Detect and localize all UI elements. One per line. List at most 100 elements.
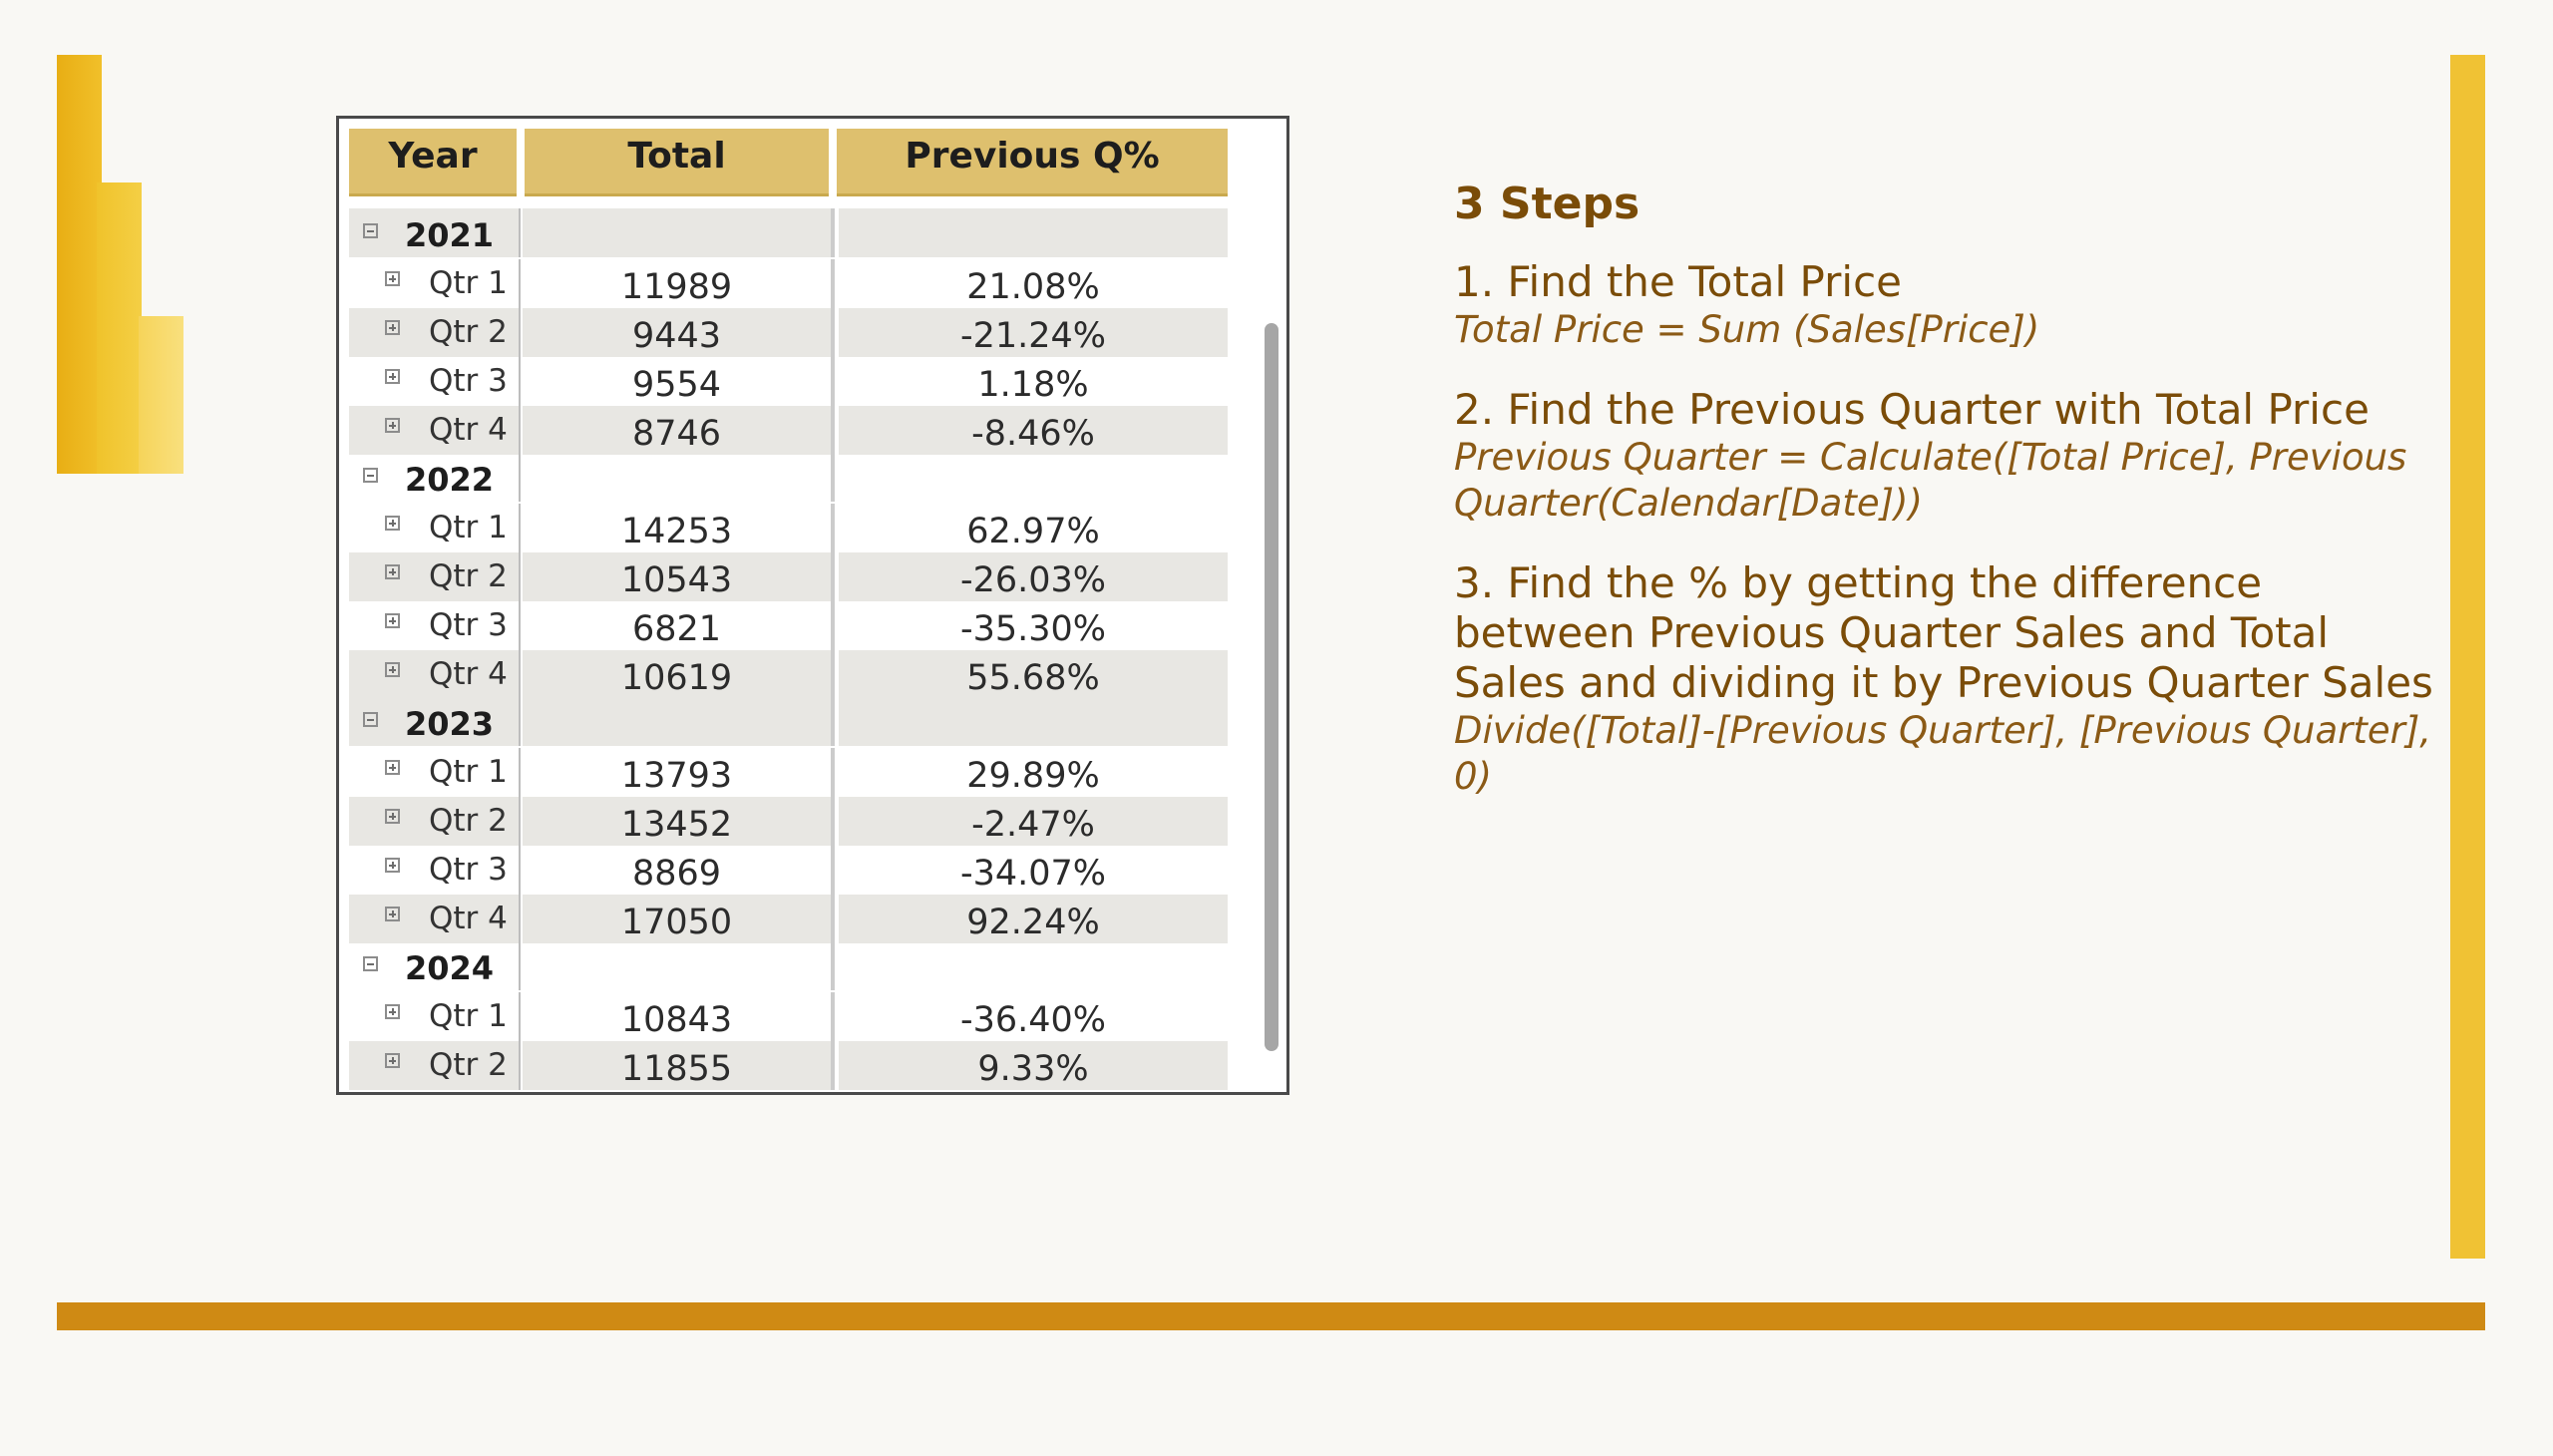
logo-bar-1: [57, 55, 102, 474]
quarter-cell: Qtr 1: [349, 748, 521, 797]
total-value: 10843: [523, 992, 835, 1041]
quarter-cell: Qtr 4: [349, 650, 521, 699]
quarter-cell: Qtr 1: [349, 992, 521, 1041]
year-label: 2024: [405, 949, 495, 987]
quarter-cell: Qtr 4: [349, 895, 521, 943]
logo-bar-2: [97, 182, 142, 474]
table-row[interactable]: Qtr 4 8746 -8.46%: [349, 406, 1228, 455]
expand-icon[interactable]: [385, 271, 400, 286]
total-value: 14253: [523, 504, 835, 552]
year-row-2021[interactable]: 2021: [349, 208, 1228, 257]
total-value: 10543: [523, 552, 835, 601]
table-row[interactable]: Qtr 1 14253 62.97%: [349, 504, 1228, 552]
previous-q-value: 62.97%: [966, 512, 1100, 551]
table-row[interactable]: Qtr 3 9554 1.18%: [349, 357, 1228, 406]
total-value: 13452: [523, 797, 835, 846]
total-cell: [523, 208, 835, 257]
expand-icon[interactable]: [385, 320, 400, 335]
previous-q-value: 9.33%: [839, 1041, 1228, 1090]
previous-q-cell: [839, 208, 1228, 257]
previous-q-value: -34.07%: [959, 854, 1107, 894]
step-heading: 3. Find the % by getting the difference …: [1454, 558, 2433, 707]
expand-icon[interactable]: [385, 1004, 400, 1019]
matrix-header: Year Total Previous Q%: [349, 129, 1286, 198]
expand-icon[interactable]: [385, 564, 400, 579]
total-cell: [523, 453, 835, 502]
table-row[interactable]: Qtr 2 9443 -21.24%: [349, 308, 1228, 357]
year-row-2022[interactable]: 2022: [349, 453, 1228, 502]
quarter-label: Qtr 3: [429, 363, 508, 399]
step-1: 1. Find the Total Price Total Price = Su…: [1454, 257, 2451, 353]
total-cell: [523, 941, 835, 990]
quarter-cell: Qtr 2: [349, 552, 521, 601]
year-row-2023[interactable]: 2023: [349, 697, 1228, 746]
previous-q-value: -21.24%: [839, 308, 1228, 357]
collapse-icon[interactable]: [363, 468, 378, 483]
quarter-cell: Qtr 3: [349, 601, 521, 650]
quarter-label: Qtr 2: [429, 803, 508, 839]
quarter-label: Qtr 2: [429, 558, 508, 594]
table-row[interactable]: Qtr 4 17050 92.24%: [349, 895, 1228, 943]
expand-icon[interactable]: [385, 418, 400, 433]
quarter-cell: Qtr 1: [349, 504, 521, 552]
previous-q-value: -35.30%: [959, 609, 1107, 649]
expand-icon[interactable]: [385, 613, 400, 628]
previous-q-value: 1.18%: [977, 365, 1089, 405]
total-value: 9554: [523, 357, 835, 406]
quarter-label: Qtr 4: [429, 412, 508, 448]
table-row[interactable]: Qtr 2 13452 -2.47%: [349, 797, 1228, 846]
table-row[interactable]: Qtr 3 6821 -35.30%: [349, 601, 1228, 650]
expand-icon[interactable]: [385, 858, 400, 873]
quarter-label: Qtr 1: [429, 998, 508, 1034]
step-formula: Total Price = Sum (Sales[Price]): [1454, 308, 2040, 351]
expand-icon[interactable]: [385, 516, 400, 531]
step-heading: 1. Find the Total Price: [1454, 257, 1902, 306]
expand-icon[interactable]: [385, 369, 400, 384]
expand-icon[interactable]: [385, 907, 400, 921]
column-header-previous-q-percent[interactable]: Previous Q%: [837, 129, 1228, 196]
step-formula: Previous Quarter = Calculate([Total Pric…: [1454, 436, 2407, 525]
total-cell: [523, 697, 835, 746]
previous-q-value: -36.40%: [959, 1000, 1107, 1040]
expand-icon[interactable]: [385, 760, 400, 775]
total-value: 8869: [523, 846, 835, 895]
quarter-cell: Qtr 2: [349, 308, 521, 357]
collapse-icon[interactable]: [363, 223, 378, 238]
previous-q-cell: [839, 941, 1228, 990]
quarter-label: Qtr 2: [429, 1047, 508, 1083]
year-cell: 2023: [349, 697, 521, 746]
collapse-icon[interactable]: [363, 712, 378, 727]
bottom-accent-bar: [57, 1302, 2485, 1330]
quarter-cell: Qtr 1: [349, 259, 521, 308]
total-value: 11855: [523, 1041, 835, 1090]
column-header-year[interactable]: Year: [349, 129, 517, 196]
quarter-label: Qtr 1: [429, 754, 508, 790]
table-row[interactable]: Qtr 3 8869 -34.07%: [349, 846, 1228, 895]
collapse-icon[interactable]: [363, 956, 378, 971]
step-heading: 2. Find the Previous Quarter with Total …: [1454, 385, 2370, 434]
column-header-total[interactable]: Total: [525, 129, 829, 196]
previous-q-value: -26.03%: [839, 552, 1228, 601]
expand-icon[interactable]: [385, 662, 400, 677]
quarter-label: Qtr 4: [429, 656, 508, 692]
quarter-label: Qtr 1: [429, 265, 508, 301]
table-row[interactable]: Qtr 1 13793 29.89%: [349, 748, 1228, 797]
table-row[interactable]: Qtr 1 11989 21.08%: [349, 259, 1228, 308]
steps-title: 3 Steps: [1454, 179, 1641, 229]
expand-icon[interactable]: [385, 1053, 400, 1068]
logo-bar-3: [139, 316, 183, 474]
table-row[interactable]: Qtr 1 10843 -36.40%: [349, 992, 1228, 1041]
year-row-2024[interactable]: 2024: [349, 941, 1228, 990]
quarter-cell: Qtr 2: [349, 797, 521, 846]
table-row[interactable]: Qtr 2 11855 9.33%: [349, 1041, 1228, 1090]
year-label: 2021: [405, 216, 495, 254]
vertical-scrollbar[interactable]: [1265, 323, 1278, 1051]
table-row[interactable]: Qtr 2 10543 -26.03%: [349, 552, 1228, 601]
total-value: 13793: [523, 748, 835, 797]
previous-q-cell: [839, 453, 1228, 502]
expand-icon[interactable]: [385, 809, 400, 824]
table-row[interactable]: Qtr 4 10619 55.68%: [349, 650, 1228, 699]
quarter-label: Qtr 3: [429, 607, 508, 643]
quarter-label: Qtr 4: [429, 901, 508, 936]
previous-q-value: -2.47%: [839, 797, 1228, 846]
